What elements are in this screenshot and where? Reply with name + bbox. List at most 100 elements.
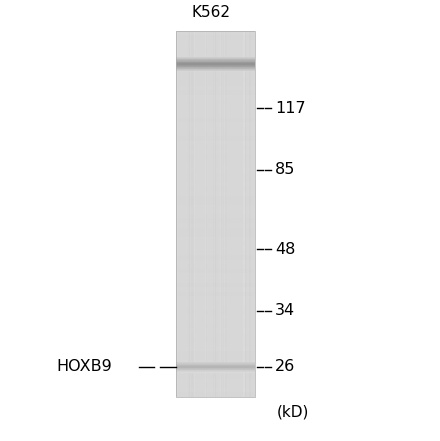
Bar	[176, 237, 255, 241]
Bar	[176, 371, 255, 372]
Bar	[176, 241, 255, 246]
Bar	[176, 383, 255, 388]
Bar	[176, 232, 255, 237]
Text: 117: 117	[275, 101, 306, 116]
Bar	[176, 31, 255, 35]
Bar	[176, 378, 255, 383]
Bar	[176, 141, 255, 145]
Bar	[176, 305, 255, 310]
Bar	[176, 365, 255, 370]
Bar	[188, 31, 189, 397]
Bar	[176, 324, 255, 328]
Bar	[176, 223, 255, 228]
Text: 34: 34	[275, 303, 295, 318]
Bar	[176, 260, 255, 264]
Bar	[176, 86, 255, 90]
Bar	[176, 57, 255, 58]
Bar	[176, 62, 255, 63]
Bar	[176, 356, 255, 360]
Bar	[206, 31, 208, 397]
Bar	[176, 200, 255, 205]
Bar	[176, 362, 255, 363]
Bar	[176, 246, 255, 250]
Bar	[208, 31, 209, 397]
Bar	[176, 70, 255, 71]
Bar	[176, 81, 255, 86]
Bar	[176, 72, 255, 77]
Bar	[176, 67, 255, 72]
Bar	[176, 296, 255, 301]
Bar	[176, 367, 255, 368]
Bar	[176, 54, 255, 58]
Bar	[176, 191, 255, 195]
Bar	[176, 342, 255, 347]
Bar	[176, 64, 255, 65]
Bar	[176, 264, 255, 269]
Bar	[205, 31, 206, 397]
Bar	[176, 328, 255, 333]
Bar	[176, 108, 255, 113]
Bar	[176, 113, 255, 118]
Bar	[225, 31, 227, 397]
Bar	[176, 333, 255, 337]
Text: 48: 48	[275, 242, 295, 257]
Text: HOXB9: HOXB9	[56, 359, 112, 374]
Bar	[176, 273, 255, 278]
Bar	[176, 366, 255, 367]
Bar	[176, 164, 255, 168]
Bar	[176, 363, 255, 364]
Bar	[176, 145, 255, 150]
Text: (kD): (kD)	[276, 405, 309, 420]
Bar	[176, 314, 255, 319]
Bar	[176, 168, 255, 173]
Bar	[176, 31, 255, 397]
Bar	[246, 31, 247, 397]
Bar	[176, 66, 255, 67]
Bar	[176, 301, 255, 305]
Bar	[176, 392, 255, 397]
Text: K562: K562	[192, 5, 231, 20]
Bar	[176, 61, 255, 62]
Bar	[176, 31, 178, 397]
Bar	[176, 90, 255, 95]
Bar	[176, 187, 255, 191]
Bar	[216, 31, 218, 397]
Bar	[176, 209, 255, 214]
Bar	[176, 104, 255, 108]
Bar	[176, 173, 255, 177]
Bar	[189, 31, 190, 397]
Bar	[176, 310, 255, 314]
Bar	[176, 319, 255, 324]
Text: 85: 85	[275, 162, 295, 177]
Bar	[176, 40, 255, 45]
Bar	[176, 369, 255, 370]
Bar	[249, 31, 251, 397]
Bar	[176, 283, 255, 287]
Bar	[176, 58, 255, 59]
Bar	[176, 360, 255, 365]
Bar	[176, 177, 255, 182]
Bar	[176, 118, 255, 122]
Bar	[176, 159, 255, 164]
Bar	[176, 67, 255, 68]
Bar	[221, 31, 222, 397]
Bar	[176, 196, 255, 200]
Bar	[176, 351, 255, 356]
Bar	[249, 31, 250, 397]
Bar	[176, 100, 255, 104]
Bar	[176, 214, 255, 218]
Bar	[176, 35, 255, 40]
Bar	[220, 31, 222, 397]
Bar	[176, 59, 255, 60]
Bar	[176, 368, 255, 369]
Bar	[245, 31, 246, 397]
Bar	[176, 370, 255, 371]
Bar	[191, 31, 193, 397]
Bar	[176, 205, 255, 209]
Bar	[224, 31, 225, 397]
Bar	[176, 150, 255, 154]
Bar	[176, 250, 255, 255]
Bar	[188, 31, 189, 397]
Bar	[179, 31, 180, 397]
Bar	[176, 364, 255, 365]
